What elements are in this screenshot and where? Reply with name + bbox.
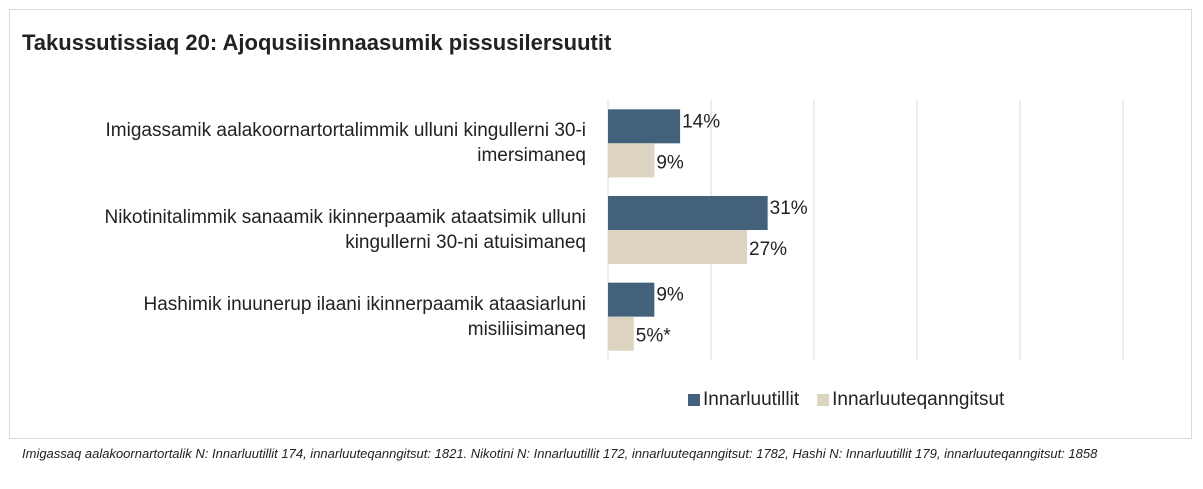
data-label: 9%	[656, 152, 684, 173]
data-label: 5%*	[636, 326, 671, 347]
bar	[608, 109, 681, 144]
bar	[608, 196, 768, 230]
legend-swatch	[688, 394, 700, 406]
data-label: 14%	[682, 111, 720, 132]
legend-label: Innarluuteqanngitsut	[832, 389, 1005, 410]
legend-label: Innarluutillit	[703, 389, 800, 410]
category-label: Nikotinitalimmik sanaamik ikinnerpaamik …	[104, 207, 586, 253]
data-label: 9%	[656, 285, 684, 306]
bar	[608, 230, 748, 264]
category-label: Hashimik inuunerup ilaani ikinnerpaamik …	[143, 293, 586, 340]
category-label: Imigassamik aalakoornartortalimmik ullun…	[105, 120, 586, 167]
footnote: Imigassaq aalakoornartortalik N: Innarlu…	[22, 446, 1098, 461]
data-label: 27%	[749, 239, 787, 260]
data-label: 31%	[770, 198, 808, 219]
chart-frame	[9, 9, 1192, 439]
legend-swatch	[817, 394, 830, 406]
bar	[608, 282, 655, 317]
bar	[608, 316, 634, 351]
chart-title: Takussutissiaq 20: Ajoqusiisinnaasumik p…	[22, 30, 612, 55]
bar	[608, 143, 655, 178]
